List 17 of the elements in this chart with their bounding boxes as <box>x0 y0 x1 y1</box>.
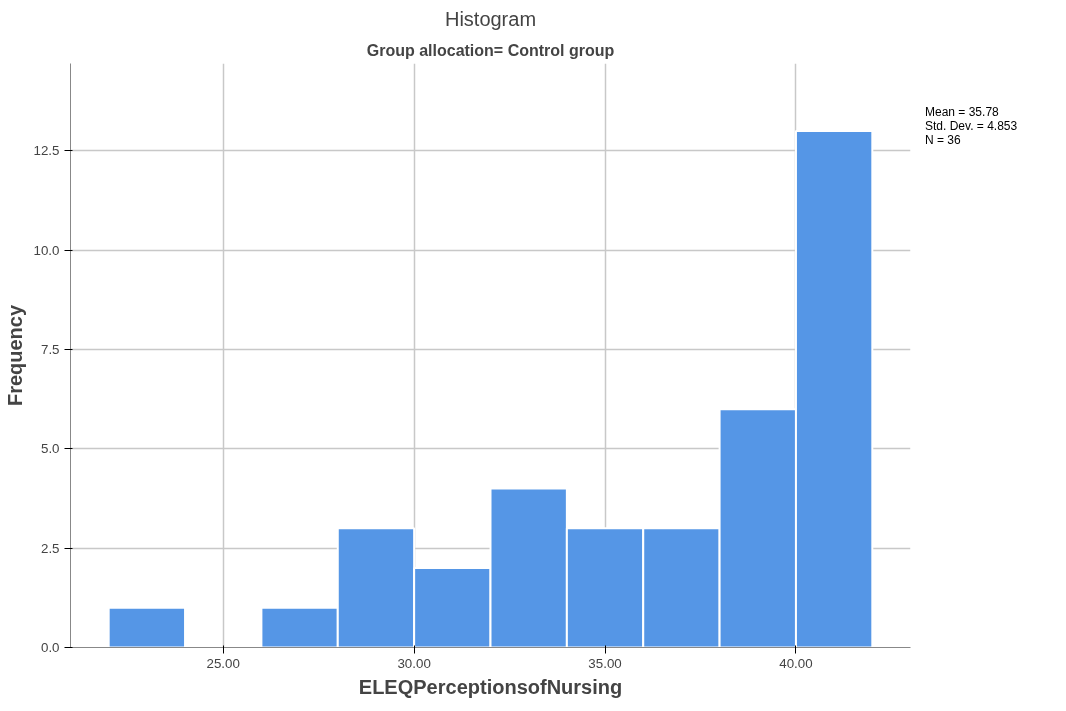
chart-subtitle: Group allocation= Control group <box>366 41 615 59</box>
x-tick-label: 35.00 <box>588 655 622 671</box>
x-axis-title: ELEQPerceptionsofNursing <box>358 675 623 698</box>
x-tick-label: 40.00 <box>779 655 813 671</box>
text: Std. Dev. = 4.853 <box>925 119 1018 133</box>
text: N = 36 <box>925 133 962 147</box>
y-tick-label: 2.5 <box>40 540 60 556</box>
x-tick-label: 25.00 <box>206 655 240 671</box>
y-tick-label: 7.5 <box>40 342 60 358</box>
chart-title: Histogram <box>444 7 537 30</box>
y-tick-label: 5.0 <box>40 441 60 457</box>
y-axis-title: Frequency <box>3 304 26 407</box>
y-tick-label: 10.0 <box>33 242 60 258</box>
text: Mean = 35.78 <box>925 105 1000 119</box>
y-tick-label: 12.5 <box>33 143 60 159</box>
x-tick-label: 30.00 <box>397 655 431 671</box>
y-tick-label: 0.0 <box>40 640 60 655</box>
